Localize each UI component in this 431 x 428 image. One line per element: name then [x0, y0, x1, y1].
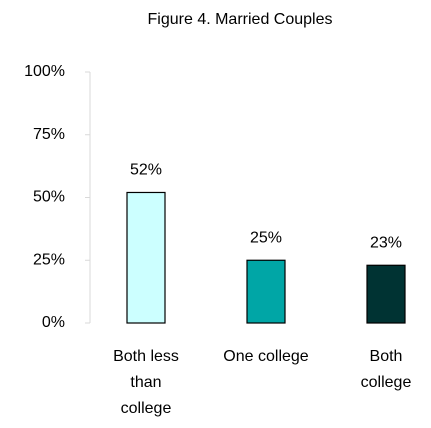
y-tick-label: 25% [33, 251, 65, 268]
bar [126, 191, 166, 324]
chart-title: Figure 4. Married Couples [148, 11, 333, 28]
bar [246, 259, 286, 324]
bar [366, 264, 406, 324]
y-tick-label: 50% [33, 189, 65, 206]
y-tick-label: 0% [42, 314, 65, 331]
y-tick-label: 75% [33, 126, 65, 143]
x-tick-label: Both less than college [113, 348, 179, 417]
data-label: 25% [250, 229, 282, 246]
data-label: 23% [370, 234, 402, 251]
x-tick-label: One college [223, 348, 309, 365]
y-tick-label: 100% [24, 63, 65, 80]
x-tick-label: Both college [360, 348, 412, 391]
data-label: 52% [130, 162, 162, 179]
